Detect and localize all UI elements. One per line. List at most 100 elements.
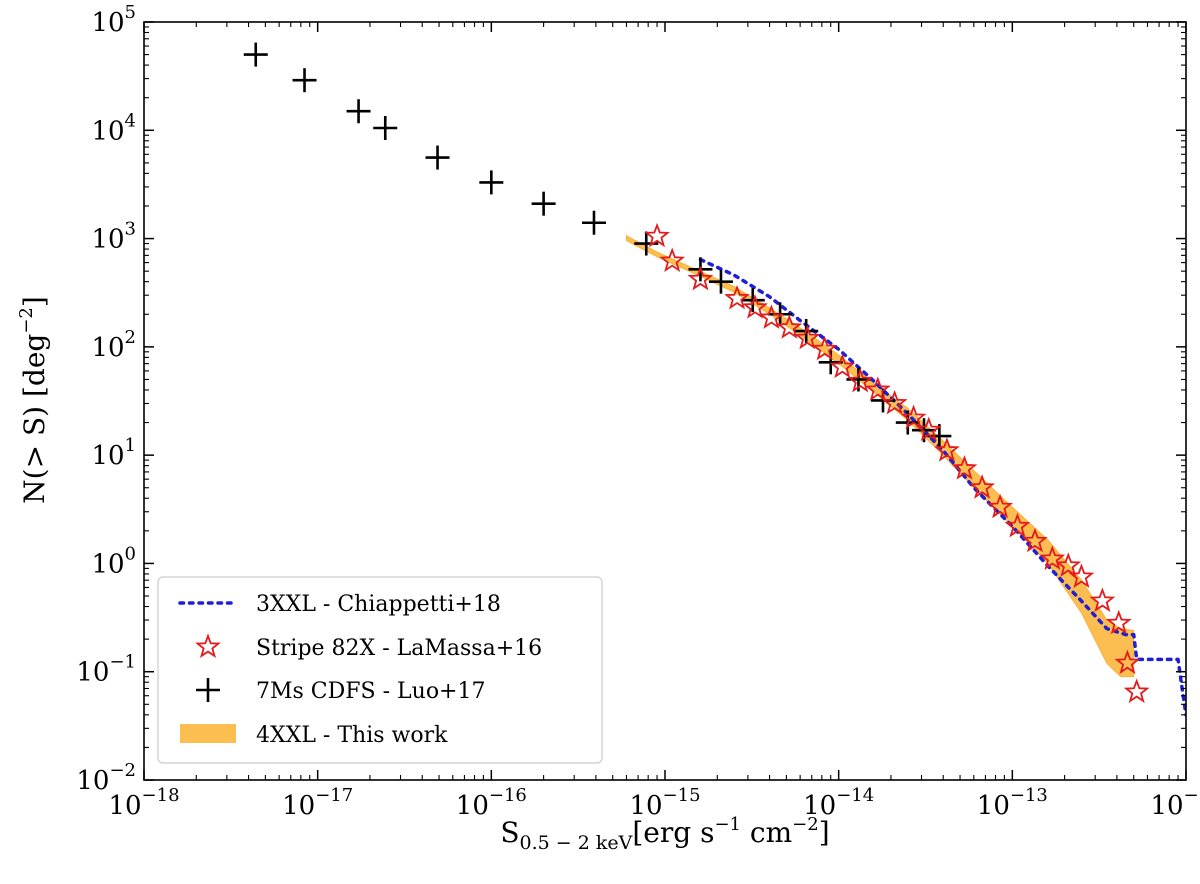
y-tick-exp: 1 (125, 435, 136, 456)
y-tick-exp: 4 (125, 110, 136, 131)
legend-label-4xxl: 4XXL - This work (256, 723, 448, 748)
stripe82x-marker (900, 404, 927, 430)
y-label-exp: −2 (16, 307, 37, 334)
x-tick-exp: −14 (836, 785, 874, 806)
x-tick-exp: −13 (1010, 785, 1048, 806)
cdfs-marker (346, 99, 371, 124)
stripe82x-marker (1089, 587, 1116, 612)
y-tick-exp: 2 (125, 327, 136, 348)
x-tick-label: 10−15 (629, 785, 700, 821)
star-series-layer (644, 222, 1150, 703)
legend-label-cdfs: 7Ms CDFS - Luo+17 (256, 679, 486, 704)
cdfs-marker (292, 68, 317, 93)
x-label-unit-open: [erg s (632, 816, 714, 849)
stripe82x-marker (644, 222, 670, 248)
legend-swatch-star (195, 633, 221, 658)
x-label-exp2: −2 (792, 814, 819, 835)
x-tick-label: 10−18 (108, 785, 179, 821)
stripe82x-marker (1004, 512, 1031, 538)
y-tick-label: 105 (91, 2, 136, 38)
stripe82x-marker (881, 389, 908, 415)
stripe82x-marker (847, 367, 874, 393)
y-tick-base: 10 (91, 441, 124, 471)
cdfs-marker (708, 269, 733, 294)
x-label-sub: 0.5 − 2 keV (520, 832, 633, 854)
y-tick-base: 10 (91, 8, 124, 38)
x-tick-label: 10−17 (282, 785, 353, 821)
x-tick-base: 10 (282, 791, 315, 821)
y-tick-exp: 0 (125, 543, 136, 564)
x-tick-label: 10−13 (977, 785, 1048, 821)
x-tick-base: 10 (977, 791, 1010, 821)
legend-star-shape (195, 633, 221, 658)
cdfs-marker (531, 191, 556, 216)
stripe82x-marker (811, 335, 838, 361)
stripe82x-marker (776, 314, 803, 339)
stripe82x-marker (758, 304, 785, 329)
y-tick-exp: −1 (109, 652, 136, 673)
x-label-exp1: −1 (714, 814, 741, 835)
x-tick-base: 10 (456, 791, 489, 821)
stripe82x-marker (969, 474, 996, 499)
stripe82x-marker (1114, 649, 1141, 675)
x-label-unit-close: ] (819, 816, 830, 849)
y-tick-base: 10 (91, 549, 124, 579)
stripe82x-marker (1039, 545, 1066, 570)
band-4xxl-area (625, 234, 1135, 678)
y-tick-label: 10−1 (76, 652, 136, 688)
stripe82x-marker (794, 324, 821, 350)
stripe82x-marker (987, 493, 1014, 519)
y-tick-label: 101 (91, 435, 136, 471)
stripe82x-marker (742, 294, 768, 319)
legend-box (157, 576, 603, 764)
y-tick-base: 10 (76, 658, 109, 688)
y-tick-exp: 5 (125, 2, 136, 23)
y-tick-base: 10 (91, 225, 124, 255)
y-label-close: ] (18, 296, 51, 307)
y-tick-base: 10 (91, 333, 124, 363)
x-tick-exp: −16 (489, 785, 527, 806)
y-tick-label: 104 (91, 110, 136, 146)
x-tick-label: 10−12 (1150, 785, 1200, 821)
stripe82x-marker (864, 376, 891, 401)
legend-label-stripe82x: Stripe 82X - LaMassa+16 (256, 636, 542, 661)
x-tick-label: 10−16 (456, 785, 527, 821)
y-label-main: N(> S) [deg (18, 334, 51, 504)
y-axis-label: N(> S) [deg−2] (16, 296, 51, 504)
stripe82x-marker (1022, 527, 1048, 553)
cdfs-marker (581, 210, 606, 235)
y-tick-label: 103 (91, 219, 136, 255)
stripe82x-marker (1068, 563, 1095, 588)
stripe82x-marker (829, 353, 856, 379)
stripe82x-marker (1123, 678, 1150, 703)
cdfs-marker (243, 42, 268, 67)
x-tick-base: 10 (1150, 791, 1183, 821)
x-axis-label: S0.5 − 2 keV[erg s−1 cm−2] (500, 814, 829, 854)
band-series-layer (625, 234, 1135, 678)
y-tick-base: 10 (76, 766, 109, 796)
x-tick-exp: −17 (315, 785, 353, 806)
y-tick-base: 10 (91, 116, 124, 146)
stripe82x-marker (915, 416, 942, 442)
cdfs-marker (479, 170, 504, 195)
stripe82x-marker (724, 284, 750, 310)
legend: 3XXL - Chiappetti+18 Stripe 82X - LaMass… (157, 576, 603, 764)
y-tick-exp: 3 (125, 219, 136, 240)
x-tick-base: 10 (629, 791, 662, 821)
x-label-main: S (500, 816, 519, 849)
cdfs-marker (425, 145, 450, 170)
y-tick-label: 10−2 (76, 760, 136, 796)
stripe82x-marker (951, 455, 978, 480)
x-tick-base: 10 (803, 791, 836, 821)
x-tick-base: 10 (108, 791, 141, 821)
cdfs-marker (740, 288, 765, 313)
x-tick-exp: −12 (1184, 785, 1200, 806)
stripe82x-marker (1055, 552, 1082, 577)
y-tick-label: 102 (91, 327, 136, 363)
x-label-unit-mid: cm (741, 816, 792, 849)
legend-swatch-band (180, 724, 236, 743)
legend-label-3xxl: 3XXL - Chiappetti+18 (256, 592, 501, 617)
